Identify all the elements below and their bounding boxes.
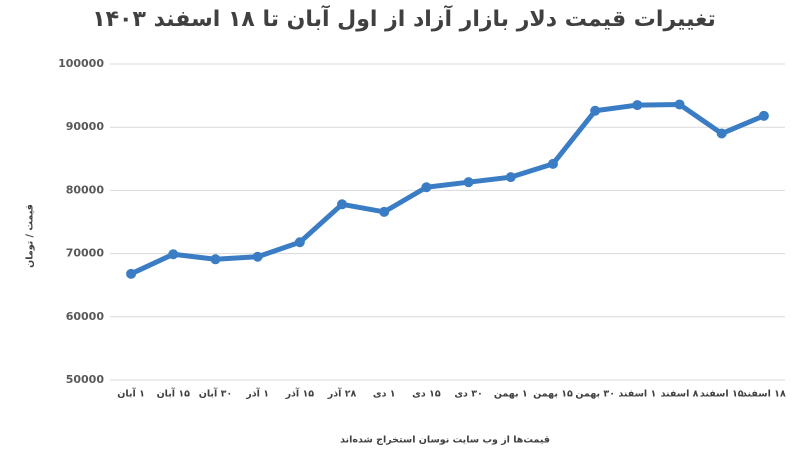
data-point (379, 206, 390, 217)
x-tick-label: ۳۰ دی (454, 389, 483, 400)
data-point (463, 177, 474, 188)
x-tick-label: ۱۵ بهمن (533, 389, 573, 400)
x-tick-label: ۳۰ آبان (199, 387, 232, 400)
data-point (590, 105, 601, 116)
y-tick-label: 50000 (66, 373, 105, 386)
data-point (674, 99, 685, 110)
x-tick-label: ۲۸ آذر (327, 387, 357, 400)
data-point (126, 268, 137, 279)
data-point (168, 249, 179, 260)
y-axis-label: قیمت / تومان (25, 204, 36, 268)
x-tick-label: ۸ اسفند (661, 389, 699, 400)
data-point (632, 100, 643, 111)
data-point (547, 158, 558, 169)
data-point (210, 254, 221, 265)
data-point (505, 172, 516, 183)
chart-title: تغییرات قیمت دلار بازار آزاد از اول آبان… (92, 4, 716, 32)
x-tick-label: ۱ آبان (117, 387, 145, 400)
x-tick-label: ۱۵ دی (412, 389, 441, 400)
data-point (716, 128, 727, 139)
data-point (337, 199, 348, 210)
data-line (128, 101, 767, 277)
x-tick-label: ۱ دی (373, 389, 396, 400)
y-tick-label: 90000 (66, 120, 105, 133)
x-tick-label: ۱۵ آذر (285, 387, 315, 400)
x-tick-label: ۱ بهمن (494, 389, 528, 400)
data-point (758, 110, 769, 121)
y-tick-label: 70000 (66, 247, 105, 260)
y-tick-label: 80000 (66, 183, 105, 196)
x-tick-label: ۱۵ اسفند (700, 389, 744, 400)
x-tick-label: ۱ اسفند (618, 389, 656, 400)
data-point (421, 182, 432, 193)
y-tick-label: 100000 (58, 57, 104, 70)
x-tick-label: ۱ آذر (245, 387, 269, 400)
data-point (252, 251, 263, 262)
data-point (294, 237, 305, 248)
x-tick-label: ۱۸ اسفند (742, 389, 786, 400)
x-tick-label: ۳۰ بهمن (575, 389, 615, 400)
x-axis-label: قیمت‌ها از وب سایت نوسان استخراج شده‌اند (340, 435, 550, 446)
y-tick-label: 60000 (66, 310, 105, 323)
x-tick-label: ۱۵ آبان (157, 387, 191, 400)
